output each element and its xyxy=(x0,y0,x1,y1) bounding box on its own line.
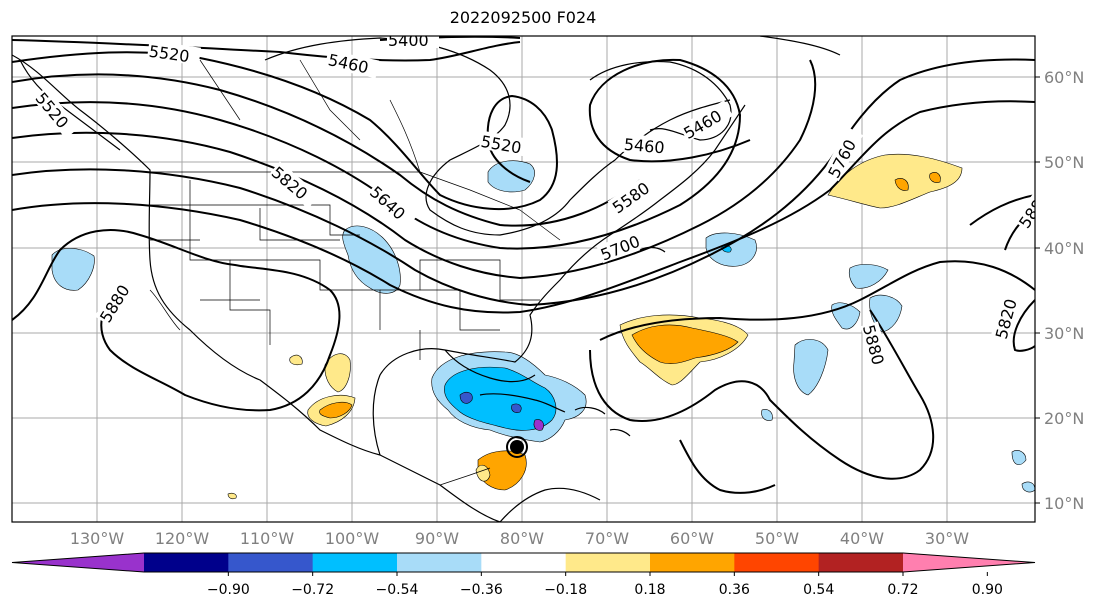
colorbar-segment xyxy=(565,553,651,572)
longitude-label: 70°W xyxy=(585,529,629,548)
gulf-strong-negative-region xyxy=(444,366,557,431)
map-title: 2022092500 F024 xyxy=(449,8,597,27)
contour-5880-west xyxy=(12,229,341,412)
caribbean-negative-core xyxy=(533,419,544,431)
colorbar-tick-label: −0.72 xyxy=(291,582,334,598)
contour-5460-west xyxy=(12,39,521,62)
longitude-label: 110°W xyxy=(240,529,295,548)
latitude-label: 10°N xyxy=(1044,494,1084,513)
colorbar-tick-label: −0.36 xyxy=(460,582,503,598)
atlantic-negative-region-5 xyxy=(793,339,829,396)
north-atlantic-positive-core xyxy=(894,178,909,191)
latitude-label: 60°N xyxy=(1044,68,1084,87)
contour-label: 5400 xyxy=(388,31,429,50)
contour-5820-east-2 xyxy=(969,194,1035,226)
longitude-label: 40°W xyxy=(840,529,884,548)
central-atlantic-positive-core xyxy=(631,324,739,364)
contour-5820-east xyxy=(1012,299,1035,352)
longitude-label: 90°W xyxy=(415,529,459,548)
colorbar-segment xyxy=(481,553,567,572)
colorbar-tick-label: 0.54 xyxy=(803,582,834,598)
north-atlantic-positive-core-2 xyxy=(929,172,941,183)
colorbar-tick-label: −0.54 xyxy=(376,582,419,598)
colorbar-outline xyxy=(11,552,1036,573)
colorbar-segment xyxy=(818,553,904,572)
central-america-positive-region xyxy=(477,450,527,491)
longitude-label: 130°W xyxy=(70,529,125,548)
longitude-label: 80°W xyxy=(500,529,544,548)
atlantic-negative-region-7 xyxy=(1021,481,1035,493)
small-positive-2 xyxy=(227,492,237,500)
colorbar-segment xyxy=(228,553,314,572)
height-contours xyxy=(12,36,1035,494)
great-lakes-negative-region xyxy=(342,225,401,294)
colorbar-tick-label: 0.18 xyxy=(634,582,665,598)
storm-marker xyxy=(506,436,528,458)
latitude-axis: 60°N 50°N 40°N 30°N 20°N 10°N xyxy=(1035,68,1084,513)
contour-5880-caribbean xyxy=(679,439,776,494)
longitude-label: 60°W xyxy=(670,529,714,548)
hudson-negative-region xyxy=(487,160,535,193)
contour-5580 xyxy=(12,73,641,227)
colorbar-tick-label: 0.90 xyxy=(972,582,1003,598)
map-border xyxy=(11,35,1036,523)
longitude-label: 100°W xyxy=(325,529,380,548)
longitude-label: 30°W xyxy=(925,529,969,548)
colorbar-extension-low xyxy=(12,553,144,572)
colorbar-tick-label: 0.72 xyxy=(887,582,918,598)
contour-5700 xyxy=(12,59,817,280)
colorbar-extension-high xyxy=(903,553,1035,572)
mexico-positive-core xyxy=(319,401,353,419)
gulf-negative-core xyxy=(459,391,473,404)
colorbar-segment xyxy=(650,553,735,572)
latitude-label: 40°N xyxy=(1044,239,1084,258)
latitude-label: 30°N xyxy=(1044,324,1084,343)
colorbar-segment xyxy=(734,553,820,572)
colorbar-segment xyxy=(312,553,398,572)
contour-5880-south xyxy=(589,309,935,480)
gulf-negative-core-2 xyxy=(511,403,522,413)
latitude-label: 50°N xyxy=(1044,153,1084,172)
colorbar-segment xyxy=(397,553,482,572)
pacific-negative-region xyxy=(51,248,95,291)
atlantic-negative-region-8 xyxy=(761,409,773,421)
colorbar: −0.90 −0.72 −0.54 −0.36 −0.18 0.18 0.36 0.54 0.7… xyxy=(11,552,1036,598)
longitude-label: 50°W xyxy=(755,529,799,548)
colorbar-tick-label: −0.90 xyxy=(207,582,250,598)
small-positive-1 xyxy=(289,354,303,366)
atlantic-negative-region-6 xyxy=(1011,450,1027,465)
colorbar-tick-label: −0.18 xyxy=(544,582,587,598)
contour-5880-atlantic xyxy=(599,260,1035,341)
mexico-positive-region-1 xyxy=(324,353,351,393)
contour-5640 xyxy=(12,58,751,250)
contour-5760 xyxy=(12,58,1035,307)
latitude-label: 20°N xyxy=(1044,409,1084,428)
colorbar-segment xyxy=(144,553,229,572)
contour-5820-north xyxy=(12,100,1035,314)
contour-5520-west xyxy=(12,51,558,210)
longitude-axis: 130°W 120°W 110°W 100°W 90°W 80°W 70°W 6… xyxy=(70,529,969,548)
longitude-label: 120°W xyxy=(155,529,210,548)
contour-label: 5460 xyxy=(623,135,665,157)
atlantic-negative-region-2 xyxy=(848,264,889,289)
colorbar-tick-label: 0.36 xyxy=(719,582,750,598)
shaded-field xyxy=(51,153,1035,500)
